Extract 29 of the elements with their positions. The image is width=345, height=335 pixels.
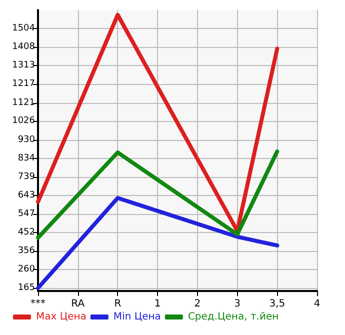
legend-label: Min Цена	[113, 312, 161, 322]
line-series	[36, 196, 280, 290]
x-tick-label: R	[114, 298, 122, 310]
line-series	[36, 12, 280, 233]
x-tick-label: 1	[154, 298, 161, 310]
x-tick-label: 2	[194, 298, 201, 310]
y-tick-label: 834	[18, 153, 36, 164]
x-tick-label: RA	[71, 298, 85, 310]
y-tick-label: 1313	[12, 60, 35, 71]
y-tick-label: 165	[18, 283, 35, 294]
y-tick-label: 1026	[12, 116, 36, 126]
legend-label: Max Цена	[36, 312, 86, 322]
y-tick-label: 643	[18, 190, 35, 200]
x-tick-label: ***	[30, 298, 46, 310]
x-tick-label: 3	[234, 298, 240, 310]
y-tick-label: 1121	[12, 98, 35, 108]
x-tick-label: 3,5	[269, 298, 286, 310]
y-tick-label: 930	[18, 134, 36, 145]
y-tick-label: 1217	[12, 79, 35, 90]
y-tick-label: 1408	[12, 42, 36, 52]
y-tick-label: 260	[18, 264, 36, 275]
y-tick-label: 452	[18, 227, 35, 238]
line-series	[36, 149, 280, 240]
y-tick-label: 547	[18, 209, 35, 220]
y-tick-label: 739	[18, 172, 36, 182]
x-tick-label: 4	[314, 298, 320, 310]
legend-label: Сред.Цена, т.йен	[188, 312, 279, 322]
y-tick-label: 356	[18, 246, 36, 256]
y-tick-label: 1504	[12, 24, 36, 34]
